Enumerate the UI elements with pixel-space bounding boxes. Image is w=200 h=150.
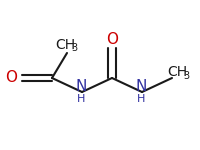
Text: O: O (106, 32, 118, 47)
Text: H: H (137, 94, 145, 104)
Text: CH: CH (167, 65, 187, 79)
Text: N: N (75, 79, 87, 94)
Text: H: H (77, 94, 85, 104)
Text: 3: 3 (71, 43, 77, 53)
Text: N: N (135, 79, 147, 94)
Text: O: O (5, 70, 17, 86)
Text: CH: CH (55, 38, 75, 52)
Text: 3: 3 (183, 71, 189, 81)
